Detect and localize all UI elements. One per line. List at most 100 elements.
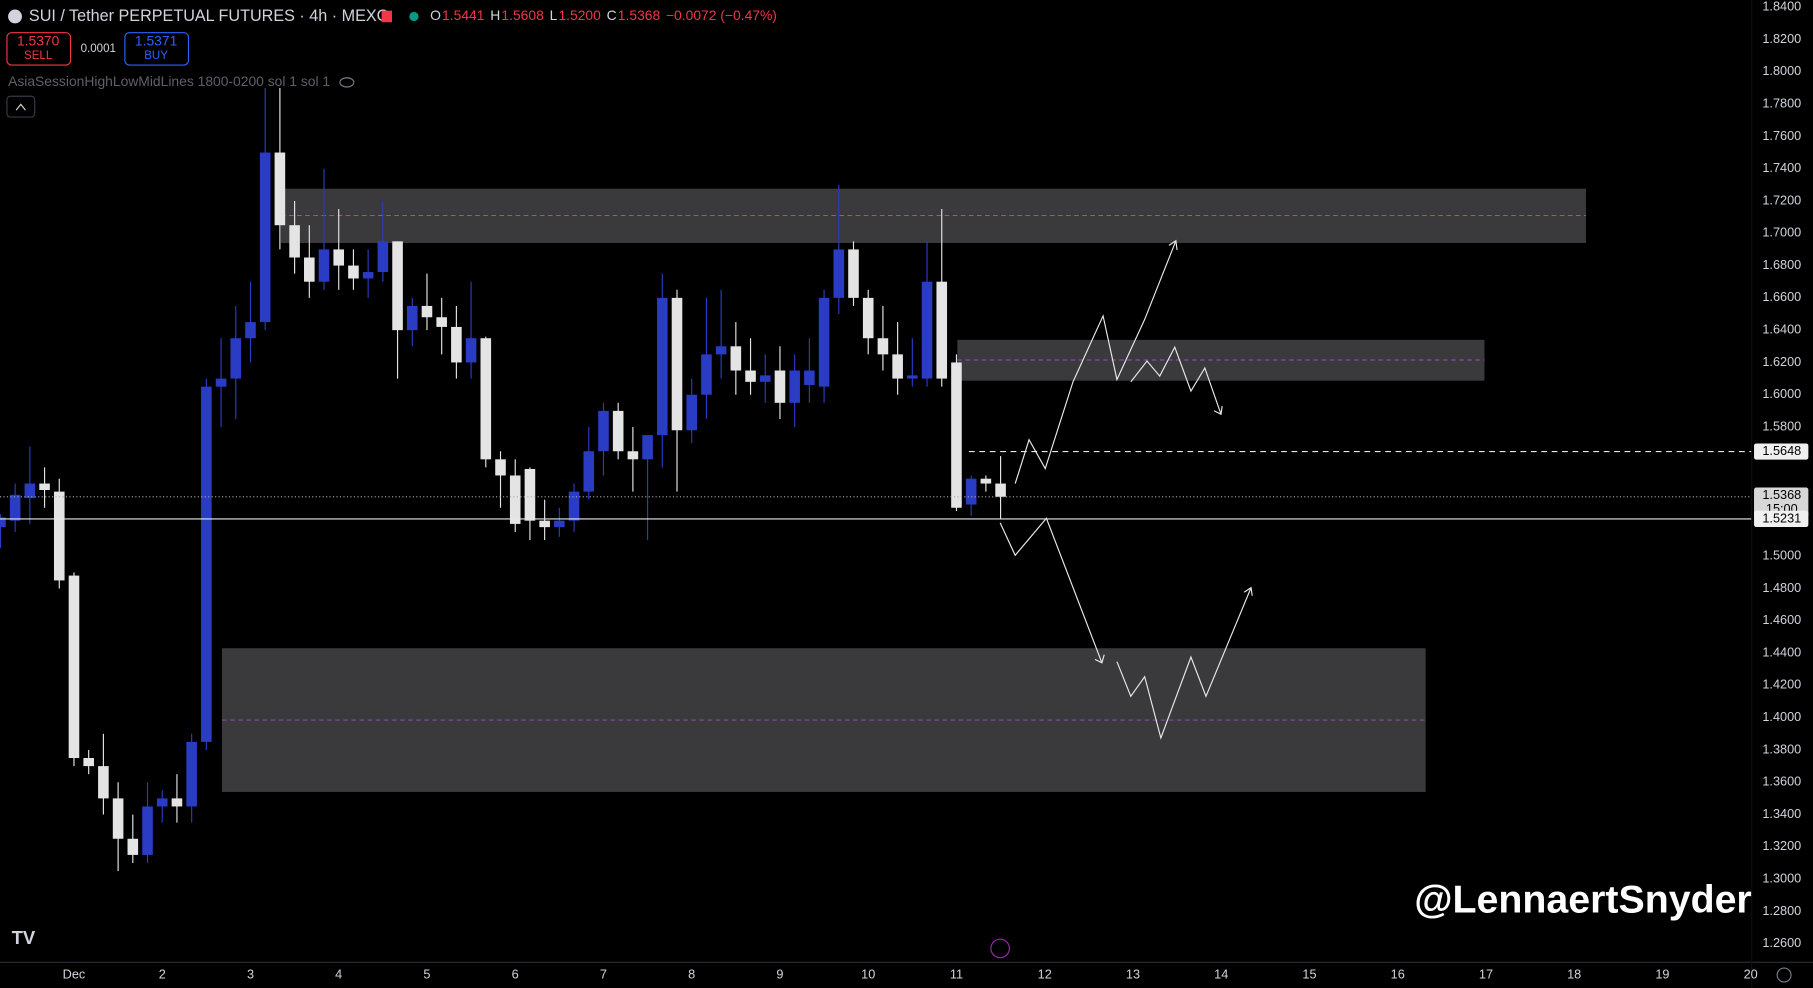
candle-body — [98, 766, 109, 799]
hide-icon[interactable] — [339, 77, 355, 88]
candle-body — [392, 241, 403, 331]
candle-body — [480, 338, 492, 460]
settings-icon[interactable] — [1776, 967, 1792, 983]
spread: 0.0001 — [81, 43, 116, 55]
candle-body — [186, 741, 197, 807]
flag-icon[interactable] — [381, 10, 392, 23]
price-label: 1.5648 — [1762, 443, 1801, 458]
projection-path — [1014, 240, 1177, 484]
y-tick-label: 1.4400 — [1762, 644, 1801, 659]
ohlc-value: 1.5608 — [501, 7, 544, 23]
candle-body — [583, 451, 595, 492]
candle-body — [789, 370, 800, 403]
buy-button[interactable] — [124, 32, 190, 66]
candle-body — [171, 798, 183, 807]
y-tick-label: 1.4600 — [1762, 612, 1801, 627]
arrow-head — [1094, 654, 1105, 664]
buy-label[interactable]: BUY — [144, 50, 168, 62]
sell-price[interactable]: 1.5370 — [17, 33, 60, 49]
buy-price[interactable]: 1.5371 — [135, 33, 178, 49]
candle-body — [848, 249, 859, 298]
candle-body — [215, 378, 227, 387]
candle-body — [0, 517, 6, 528]
candle-body — [289, 225, 300, 258]
projection-path — [1116, 587, 1252, 740]
candle-body — [127, 838, 139, 855]
x-tick-label: 6 — [512, 966, 519, 981]
y-tick-label: 1.5000 — [1762, 548, 1801, 563]
y-tick-label: 1.7000 — [1762, 225, 1801, 240]
y-tick-label: 1.8200 — [1762, 31, 1801, 46]
candle-body — [730, 346, 742, 371]
ohlc-key: C — [607, 7, 617, 23]
collapse-icon — [15, 103, 26, 111]
candle-body — [112, 798, 124, 839]
y-tick-label: 1.4000 — [1762, 709, 1801, 724]
x-tick-label: 20 — [1744, 966, 1758, 981]
candle-body — [774, 370, 786, 403]
y-tick-label: 1.2600 — [1762, 935, 1801, 950]
tv-logo[interactable]: TV — [12, 927, 36, 948]
ohlc-key: L — [550, 7, 558, 23]
candle-body — [907, 375, 918, 379]
ohlc-value: 1.5200 — [558, 7, 601, 23]
y-tick-label: 1.6200 — [1762, 354, 1801, 369]
candle-body — [201, 386, 212, 742]
candle-body — [156, 798, 168, 807]
sell-label[interactable]: SELL — [24, 50, 53, 62]
symbol-title[interactable]: SUI / Tether PERPETUAL FUTURES · 4h · ME… — [29, 7, 389, 25]
x-tick-label: 8 — [688, 966, 695, 981]
x-tick-label: 15 — [1302, 966, 1316, 981]
y-tick-label: 1.4800 — [1762, 580, 1801, 595]
sell-button[interactable] — [6, 32, 72, 66]
replay-icon[interactable] — [990, 938, 1010, 959]
candle-body — [304, 257, 315, 282]
candle-body — [83, 758, 94, 767]
candle-body — [348, 265, 359, 279]
y-tick-label: 1.2800 — [1762, 903, 1801, 918]
candle-body — [804, 370, 815, 386]
candle-body — [421, 305, 433, 318]
arrow-head — [1243, 586, 1253, 596]
candle-body — [406, 305, 418, 331]
candle-body — [642, 435, 653, 460]
candle-body — [465, 338, 477, 363]
candle-body — [745, 370, 756, 382]
candle-body — [701, 354, 712, 395]
candle-body — [377, 241, 389, 273]
candle-body — [715, 346, 727, 355]
candle-body — [818, 297, 830, 387]
y-tick-label: 1.3600 — [1762, 774, 1801, 789]
price-lines — [0, 450, 1752, 520]
collapse-button[interactable] — [6, 95, 36, 118]
x-tick-label: 9 — [776, 966, 783, 981]
arrow-head — [1213, 406, 1223, 416]
indicator-name[interactable]: AsiaSessionHighLowMidLines 1800-0200 sol… — [8, 73, 330, 89]
price-label: 1.5368 — [1762, 487, 1801, 502]
projections — [999, 239, 1253, 740]
candle-body — [598, 410, 609, 452]
y-tick-label: 1.3000 — [1762, 870, 1801, 885]
candles — [0, 87, 1006, 872]
y-tick-label: 1.3800 — [1762, 741, 1801, 756]
y-tick-label: 1.3400 — [1762, 806, 1801, 821]
y-tick-label: 1.8000 — [1762, 63, 1801, 78]
candle-body — [627, 451, 639, 460]
arrow-head — [1168, 239, 1178, 251]
x-tick-label: 7 — [600, 966, 607, 981]
y-tick-label: 1.6000 — [1762, 386, 1801, 401]
axes: Dec 2 3 4 5 6 7 8 9 10 11 12 13 14 15 16 17 18 19 20 1.2600 1… — [63, 0, 1802, 981]
ohlc-value: 1.5441 — [442, 7, 485, 23]
x-tick-label: 19 — [1655, 966, 1669, 981]
x-tick-label: 10 — [861, 966, 875, 981]
x-tick-label: 3 — [247, 966, 254, 981]
candle-body — [951, 362, 962, 508]
x-tick-label: 4 — [335, 966, 342, 981]
projection-path — [1130, 345, 1222, 415]
y-tick-label: 1.7400 — [1762, 160, 1801, 175]
projection-path — [999, 517, 1103, 664]
candle-body — [686, 394, 698, 431]
